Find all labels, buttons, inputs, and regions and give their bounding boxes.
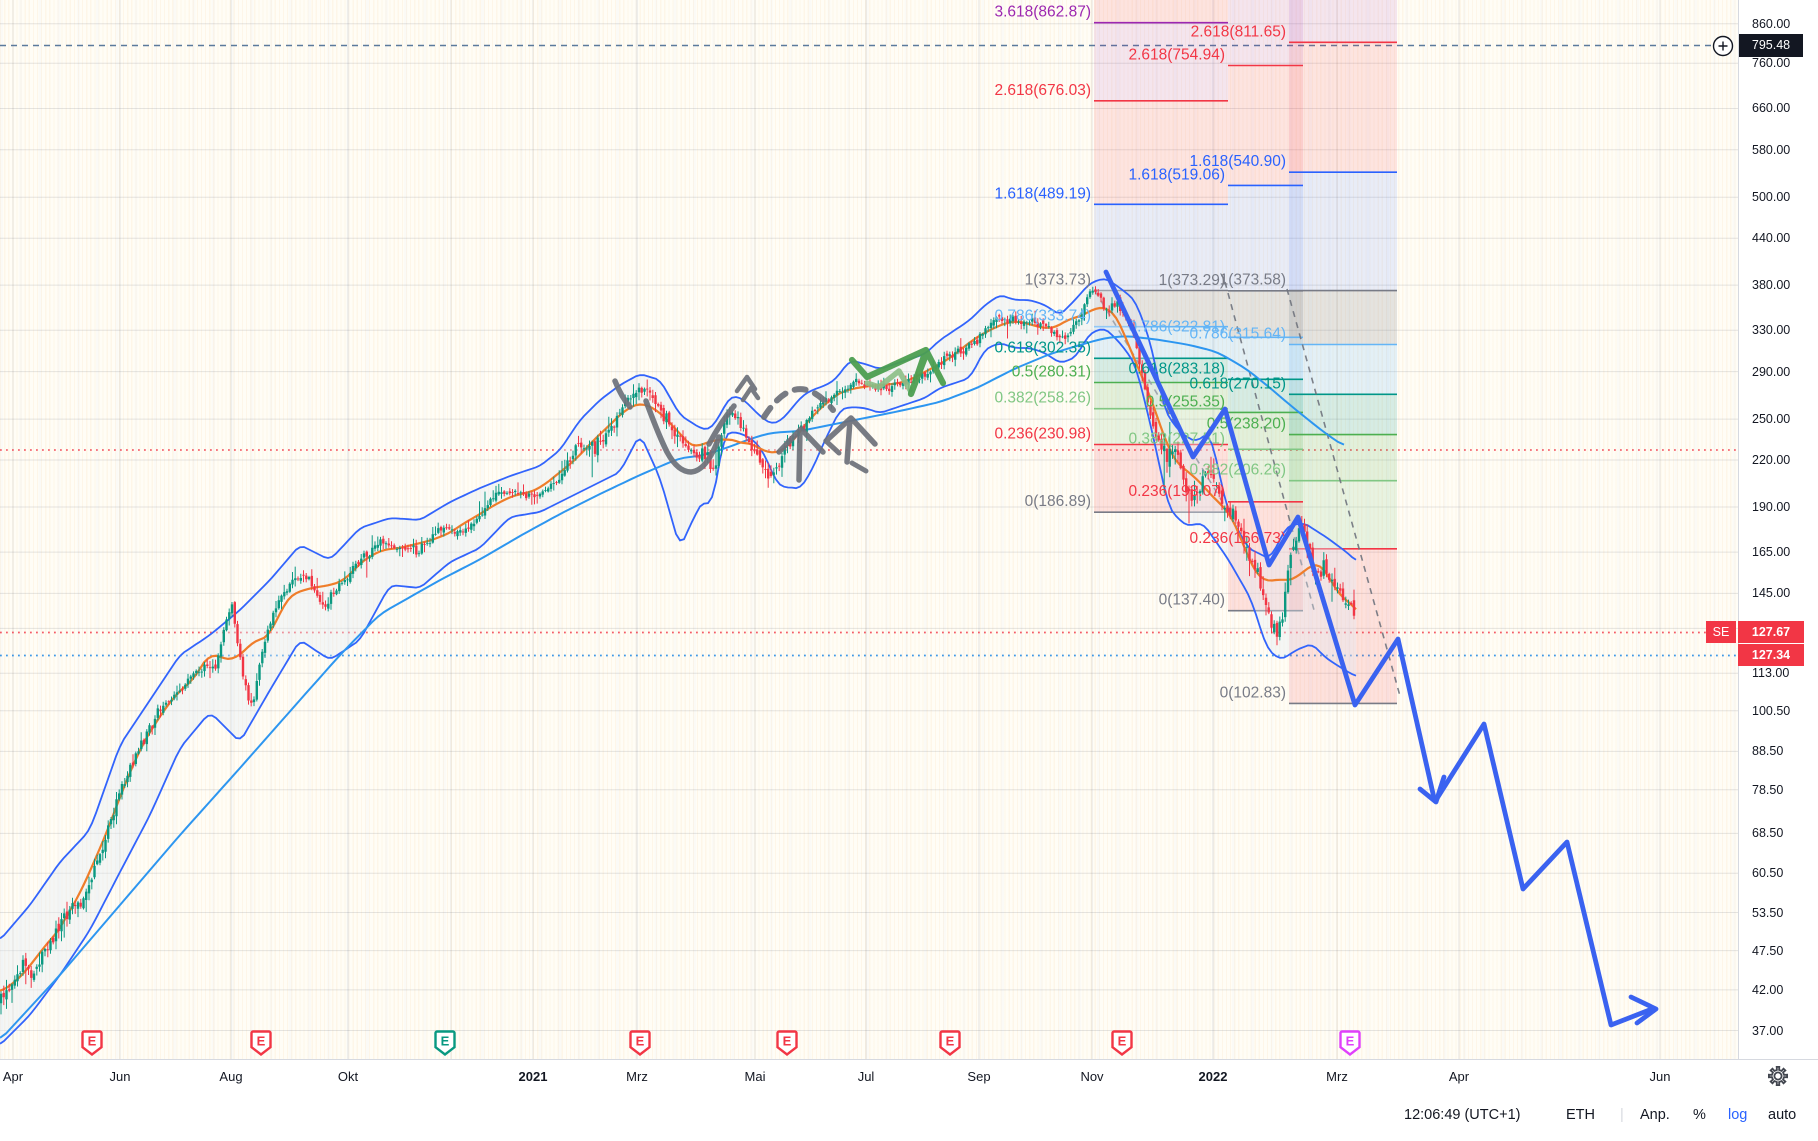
svg-text:E: E [1118, 1034, 1127, 1049]
svg-text:0(186.89): 0(186.89) [1025, 493, 1091, 510]
svg-text:0.618(302.35): 0.618(302.35) [994, 339, 1091, 356]
svg-text:E: E [88, 1034, 97, 1049]
svg-text:0.236(193.07): 0.236(193.07) [1128, 483, 1225, 500]
svg-text:E: E [441, 1034, 450, 1049]
svg-text:0.786(315.64): 0.786(315.64) [1189, 326, 1286, 343]
svg-text:2.618(811.65): 2.618(811.65) [1191, 23, 1286, 40]
svg-text:1(373.73): 1(373.73) [1025, 272, 1091, 289]
svg-text:2.618(754.94): 2.618(754.94) [1128, 47, 1225, 64]
svg-text:0.5(280.31): 0.5(280.31) [1012, 364, 1091, 381]
svg-text:E: E [636, 1034, 645, 1049]
svg-text:0.382(206.26): 0.382(206.26) [1189, 462, 1286, 479]
svg-text:0.618(270.15): 0.618(270.15) [1189, 375, 1286, 392]
svg-text:E: E [783, 1034, 792, 1049]
svg-text:1.618(540.90): 1.618(540.90) [1189, 153, 1286, 170]
svg-text:0.786(322.81): 0.786(322.81) [1128, 318, 1225, 335]
svg-text:0.786(333.74): 0.786(333.74) [994, 308, 1091, 325]
svg-text:0.5(255.35): 0.5(255.35) [1146, 393, 1225, 410]
svg-text:1(373.29): 1(373.29) [1159, 272, 1225, 289]
svg-text:3.618(862.87): 3.618(862.87) [994, 4, 1091, 21]
svg-text:E: E [946, 1034, 955, 1049]
svg-text:1.618(519.06): 1.618(519.06) [1128, 166, 1225, 183]
svg-text:0.382(258.26): 0.382(258.26) [994, 390, 1091, 407]
svg-text:2.618(676.03): 2.618(676.03) [994, 82, 1091, 99]
svg-text:0.236(230.98): 0.236(230.98) [994, 426, 1091, 443]
svg-text:E: E [257, 1034, 266, 1049]
svg-text:1.618(489.19): 1.618(489.19) [994, 185, 1091, 202]
svg-text:1(373.58): 1(373.58) [1220, 272, 1286, 289]
svg-text:0(102.83): 0(102.83) [1220, 684, 1286, 701]
svg-text:0(137.40): 0(137.40) [1159, 592, 1225, 609]
svg-text:0.236(166.73): 0.236(166.73) [1189, 530, 1286, 547]
svg-text:E: E [1346, 1034, 1355, 1049]
